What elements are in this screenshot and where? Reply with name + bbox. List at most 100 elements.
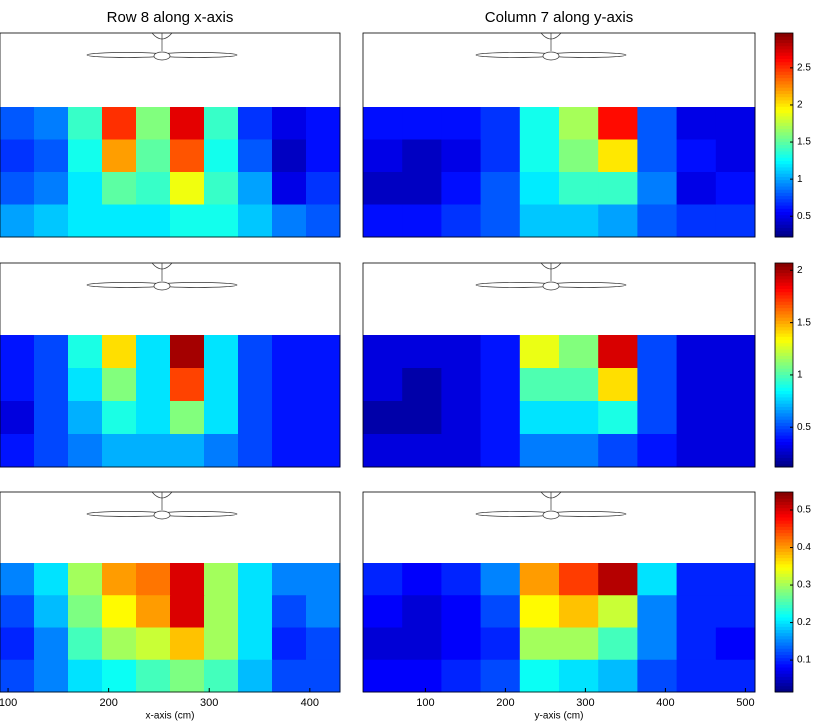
contour-cell xyxy=(68,627,103,661)
contour-cell xyxy=(102,659,137,693)
colorbar-step xyxy=(775,99,793,104)
colorbar-step xyxy=(775,393,793,398)
contour-cell xyxy=(170,368,205,402)
colorbar-step xyxy=(775,74,793,79)
colorbar-step xyxy=(775,654,793,659)
contour-cell xyxy=(559,204,599,238)
contour-cell xyxy=(306,434,341,468)
contour-cell xyxy=(238,627,273,661)
contour-cell xyxy=(441,434,482,468)
contour-cell xyxy=(637,107,678,140)
colorbar-step xyxy=(775,495,793,499)
contour-cell xyxy=(272,139,307,173)
colorbar-step xyxy=(775,387,793,391)
colorbar-step xyxy=(775,368,793,372)
ceiling-fan xyxy=(475,32,627,61)
contour-cell xyxy=(363,172,403,205)
contour-cell xyxy=(715,627,756,661)
contour-cell xyxy=(598,563,638,596)
colorbar-step xyxy=(775,170,793,174)
contour-cell xyxy=(519,204,560,238)
colorbar-step xyxy=(775,275,793,280)
contour-cell xyxy=(34,204,69,238)
colorbar-step xyxy=(775,294,793,299)
contour-cell xyxy=(136,335,171,369)
contour-cell xyxy=(306,563,341,596)
colorbar-step xyxy=(775,538,793,543)
contour-cell xyxy=(519,368,560,402)
contour-cell xyxy=(204,563,239,596)
colorbar-step xyxy=(775,52,793,56)
x-tick-label: 300 xyxy=(200,697,218,709)
colorbar-step xyxy=(775,567,793,571)
contour-cell xyxy=(637,659,678,693)
colorbar-step xyxy=(775,208,793,212)
contour-cell xyxy=(715,595,756,628)
contour-cell xyxy=(441,204,482,238)
colorbar-step xyxy=(775,403,793,407)
colorbar-step xyxy=(775,201,793,206)
colorbar-step xyxy=(775,548,793,552)
colorbar-step xyxy=(775,595,793,599)
contour-cell xyxy=(559,335,599,369)
colorbar-step xyxy=(775,507,793,512)
contour-cell xyxy=(441,659,482,693)
colorbar-step xyxy=(775,106,793,110)
colorbar-step xyxy=(775,607,793,612)
contour-cell xyxy=(34,401,69,435)
colorbar-step xyxy=(775,119,793,123)
colorbar-step xyxy=(775,492,793,496)
contour-cell xyxy=(0,595,35,628)
contour-cell xyxy=(272,368,307,402)
colorbar-tick-label: 0.4 xyxy=(797,542,811,553)
contour-cell xyxy=(170,335,205,369)
contour-cell xyxy=(402,595,442,628)
colorbar-step xyxy=(775,109,793,114)
contour-cell xyxy=(519,563,560,596)
colorbar-step xyxy=(775,336,793,340)
colorbar-step xyxy=(775,115,793,120)
contour-cell xyxy=(480,139,521,173)
contour-cell xyxy=(0,335,35,369)
contour-cell xyxy=(402,172,442,205)
colorbar-step xyxy=(775,526,793,530)
contour-cell xyxy=(402,139,442,173)
x-tick-label: 100 xyxy=(416,697,434,709)
contour-cell xyxy=(441,401,482,435)
contour-cell xyxy=(238,401,273,435)
contour-cell xyxy=(204,595,239,628)
colorbar-step xyxy=(775,323,793,328)
contour-cell xyxy=(441,368,482,402)
fan-hub xyxy=(542,51,560,61)
colorbar-step xyxy=(775,579,793,584)
colorbar-step xyxy=(775,42,793,47)
contour-cell xyxy=(170,107,205,140)
contour-cell xyxy=(68,659,103,693)
contour-cell xyxy=(102,368,137,402)
colorbar-tick-label: 2 xyxy=(797,100,803,111)
contour-cell xyxy=(204,204,239,238)
contour-cell xyxy=(136,172,171,205)
colorbar-tick-label: 0.3 xyxy=(797,580,811,591)
contour-cell xyxy=(559,172,599,205)
colorbar-step xyxy=(775,623,793,627)
colorbar-step xyxy=(775,266,793,270)
contour-cell xyxy=(34,172,69,205)
colorbar-step xyxy=(775,520,793,524)
contour-cell xyxy=(363,627,403,661)
colorbar-tick-label: 2.5 xyxy=(797,63,811,74)
contour-cell xyxy=(441,595,482,628)
contour-cell xyxy=(637,595,678,628)
contour-cell xyxy=(402,434,442,468)
contour-cell xyxy=(559,563,599,596)
contour-cell xyxy=(0,107,35,140)
colorbar-step xyxy=(775,419,793,423)
colorbar-step xyxy=(775,93,793,98)
contour-cell xyxy=(204,627,239,661)
contour-cell xyxy=(34,659,69,693)
contour-cell xyxy=(306,107,341,140)
fan-hub xyxy=(153,510,171,520)
colorbar-step xyxy=(775,138,793,142)
colorbar-step xyxy=(775,198,793,203)
colorbar-step xyxy=(775,679,793,684)
